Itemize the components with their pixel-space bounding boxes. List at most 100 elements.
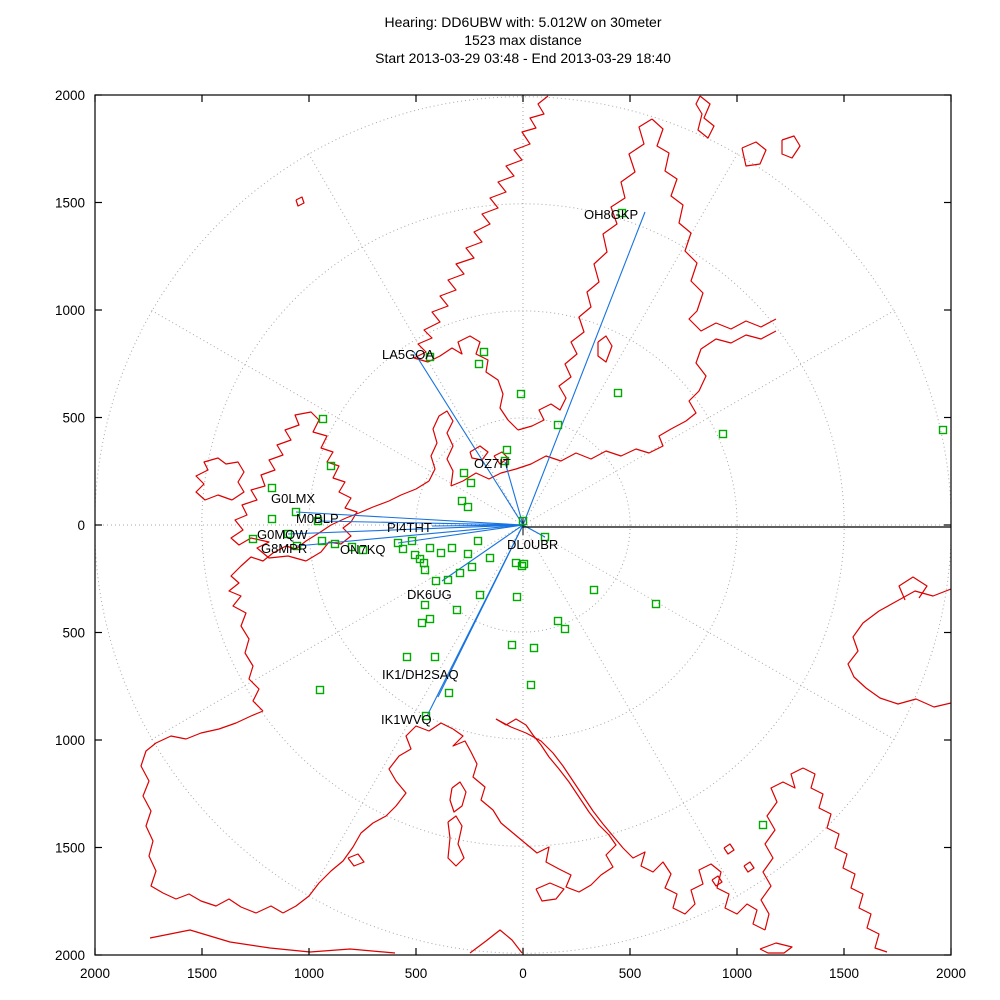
spot-marker (459, 468, 469, 478)
station-label-IK1-DH2SAQ: IK1/DH2SAQ (382, 667, 459, 682)
coastline-ireland (195, 457, 245, 501)
spot-marker (512, 592, 522, 602)
spot-marker (560, 624, 570, 634)
spot-marker (347, 542, 357, 552)
propagation-line-PI4THT (431, 524, 524, 527)
spot-marker (417, 618, 427, 628)
spot-marker (455, 568, 465, 578)
spot-marker (326, 461, 336, 471)
station-label-G0MQW: G0MQW (257, 527, 308, 542)
spot-marker (467, 562, 477, 572)
propagation-line-G0MQW (287, 524, 524, 535)
x-tick-label: 1000 (722, 966, 752, 981)
coastline-spain-med-south-france (282, 722, 454, 914)
propagation-line-M0BLP (317, 520, 524, 526)
coastline-netherlands-belgium (345, 480, 430, 519)
spot-marker (617, 208, 627, 218)
station-label-G0LMX: G0LMX (271, 491, 315, 506)
x-tick-label: 2000 (936, 966, 966, 981)
coastline-baltics-poland-germany (450, 330, 777, 487)
coastline-majorca (347, 853, 365, 867)
y-tick-label: 0 (77, 518, 85, 533)
coastline-great-britain (230, 411, 358, 562)
spot-marker (540, 532, 550, 542)
y-tick-label: 1500 (55, 841, 85, 856)
spot-marker (463, 549, 473, 559)
spot-marker (589, 585, 599, 595)
spot-marker (292, 541, 302, 551)
propagation-line-IK1WVQ (426, 524, 524, 717)
y-tick-label: 2000 (55, 88, 85, 103)
station-label-G8MPR: G8MPR (261, 541, 307, 556)
spot-marker (317, 536, 327, 546)
chart-title-line2: 1523 max distance (464, 32, 582, 48)
spot-markers (248, 208, 948, 830)
spot-marker (500, 456, 510, 466)
coastline-iberia (140, 710, 284, 914)
spot-marker (425, 352, 435, 362)
spot-marker (485, 553, 495, 563)
station-label-PI4THT: PI4THT (387, 520, 432, 535)
spot-marker (393, 538, 403, 548)
spot-marker (318, 414, 328, 424)
spot-marker (474, 359, 484, 369)
spot-marker (519, 559, 529, 569)
spot-marker (526, 680, 536, 690)
spot-marker (553, 616, 563, 626)
spot-marker (425, 614, 435, 624)
spot-marker (516, 389, 526, 399)
station-label-DL0UBR: DL0UBR (507, 537, 558, 552)
coastline-faroe (295, 196, 305, 207)
station-label-M0BLP: M0BLP (296, 511, 339, 526)
coastline-greece-east-thessaloniki (760, 767, 804, 931)
spot-marker (402, 652, 412, 662)
coastline-norway-west (413, 95, 549, 363)
propagation-line-DK6UG (441, 524, 524, 582)
x-tick-label: 1500 (187, 966, 217, 981)
spot-marker (291, 507, 301, 517)
spot-marker (457, 496, 467, 506)
station-label-IK1WVQ: IK1WVQ (381, 712, 432, 727)
spot-marker (430, 652, 440, 662)
range-ring-1500km (201, 203, 845, 847)
coastline-sardinia (447, 815, 465, 867)
coastline-tunisia (469, 929, 523, 954)
coastline-lake-onega (781, 135, 801, 159)
spot-marker (283, 529, 293, 539)
spot-marker (502, 445, 512, 455)
spot-marker (466, 478, 476, 488)
x-tick-label: 2000 (80, 966, 110, 981)
coastline-sicily (535, 882, 565, 902)
coastline-corsica (449, 781, 467, 813)
spot-marker (475, 590, 485, 600)
spot-marker (248, 534, 258, 544)
spot-marker (398, 544, 408, 554)
coastline-crimea (898, 576, 928, 601)
spot-marker (938, 425, 948, 435)
propagation-lines (287, 211, 951, 717)
y-tick-label: 1500 (55, 196, 85, 211)
spot-marker (431, 576, 441, 586)
spot-marker (553, 420, 563, 430)
spot-marker (443, 575, 453, 585)
x-tick-label: 500 (405, 966, 428, 981)
spot-marker (421, 711, 431, 721)
coastline-aegean-isle-2 (743, 861, 755, 873)
spot-marker (267, 483, 277, 493)
coastline-bothnia-finland (651, 118, 777, 332)
coastline-france-west (228, 517, 347, 712)
spot-marker (452, 605, 462, 615)
coastline-africa-coast (149, 929, 396, 954)
spot-marker (444, 688, 454, 698)
spot-marker (425, 543, 435, 553)
x-tick-label: 500 (619, 966, 642, 981)
y-tick-label: 500 (62, 411, 85, 426)
spot-marker (758, 820, 768, 830)
x-tick-label: 0 (519, 966, 527, 981)
spot-marker (518, 516, 528, 526)
spot-marker (267, 514, 277, 524)
coastline-black-sea (847, 588, 951, 708)
coastline-denmark-isle-1 (469, 445, 489, 461)
